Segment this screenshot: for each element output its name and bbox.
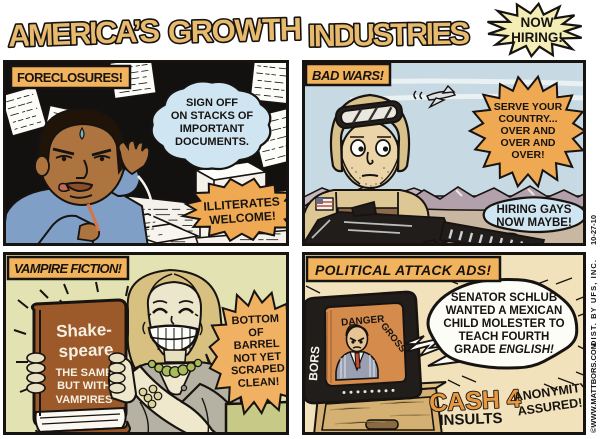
svg-text:VAMPIRE FICTION!: VAMPIRE FICTION!	[14, 261, 123, 276]
svg-text:AMERICA’S: AMERICA’S	[7, 13, 160, 53]
svg-text:SERVE YOUR: SERVE YOUR	[494, 101, 563, 113]
svg-text:DIST. BY UFS, INC.: DIST. BY UFS, INC.	[589, 260, 598, 346]
svg-text:©WWW.MATTBORS.COM: ©WWW.MATTBORS.COM	[589, 343, 598, 433]
svg-text:SCRAPED: SCRAPED	[231, 363, 285, 378]
svg-text:10-27-10: 10-27-10	[589, 215, 598, 245]
svg-text:HIRING GAYS: HIRING GAYS	[497, 204, 572, 216]
svg-text:BARREL: BARREL	[233, 338, 280, 352]
svg-text:THE SAME: THE SAME	[56, 367, 113, 379]
svg-text:OVER AND: OVER AND	[500, 125, 555, 137]
svg-text:FORECLOSURES!: FORECLOSURES!	[17, 70, 123, 85]
svg-text:NOT YET: NOT YET	[233, 351, 281, 365]
svg-text:NOW MAYBE!: NOW MAYBE!	[496, 217, 572, 229]
svg-text:DOCUMENTS.: DOCUMENTS.	[175, 136, 249, 148]
svg-text:WANTED A MEXICAN: WANTED A MEXICAN	[446, 305, 563, 317]
svg-text:CHILD MOLESTER TO: CHILD MOLESTER TO	[443, 318, 564, 330]
svg-text:SIGN OFF: SIGN OFF	[186, 97, 238, 109]
svg-text:IMPORTANT: IMPORTANT	[180, 123, 245, 135]
svg-text:HIRING!: HIRING!	[511, 30, 563, 45]
svg-text:NOW: NOW	[521, 15, 554, 30]
svg-text:INSULTS: INSULTS	[439, 410, 503, 429]
svg-text:ON STACKS OF: ON STACKS OF	[171, 110, 254, 122]
svg-text:TEACH FOURTH: TEACH FOURTH	[459, 331, 550, 343]
svg-text:INDUSTRIES: INDUSTRIES	[308, 16, 471, 54]
svg-text:BUT WITH: BUT WITH	[57, 380, 111, 392]
svg-text:COUNTRY...: COUNTRY...	[498, 113, 557, 125]
svg-text:CLEAN!: CLEAN!	[238, 376, 280, 390]
svg-text:SENATOR SCHLUB: SENATOR SCHLUB	[451, 292, 557, 304]
svg-text:WELCOME!: WELCOME!	[209, 209, 276, 228]
svg-text:BOTTOM: BOTTOM	[231, 313, 279, 327]
svg-text:speare: speare	[58, 340, 113, 361]
svg-text:OVER AND: OVER AND	[500, 137, 555, 149]
svg-text:BORS: BORS	[306, 346, 322, 382]
svg-text:BAD WARS!: BAD WARS!	[312, 68, 385, 83]
svg-text:OF: OF	[248, 327, 264, 340]
svg-text:VAMPIRES: VAMPIRES	[56, 394, 113, 406]
svg-text:GROWTH: GROWTH	[168, 11, 303, 49]
svg-text:OVER!: OVER!	[511, 149, 544, 161]
svg-text:ILLITERATES: ILLITERATES	[203, 194, 280, 213]
svg-text:Shake-: Shake-	[56, 320, 112, 341]
svg-text:CASH 4: CASH 4	[428, 385, 521, 418]
svg-text:POLITICAL ATTACK ADS!: POLITICAL ATTACK ADS!	[315, 262, 491, 278]
svg-text:GRADE ENGLISH!: GRADE ENGLISH!	[454, 344, 554, 356]
svg-text:DANGER: DANGER	[341, 314, 386, 329]
